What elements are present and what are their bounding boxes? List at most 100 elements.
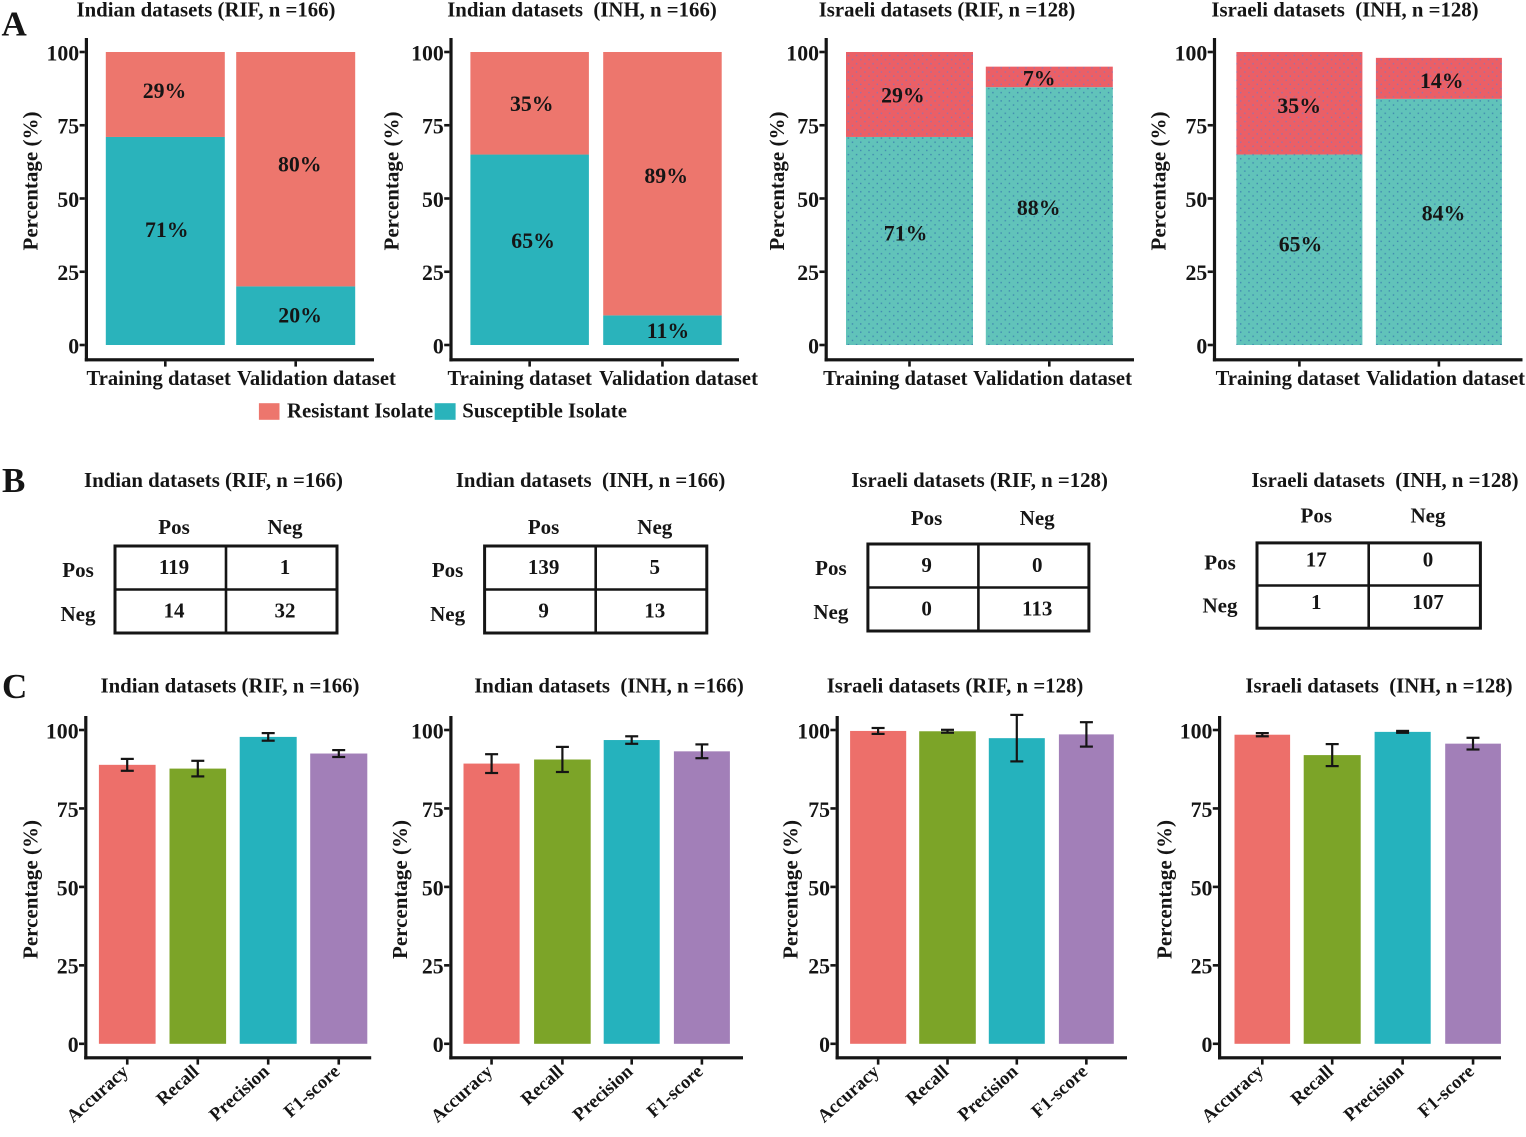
svg-text:B: B xyxy=(2,461,25,500)
svg-text:35%: 35% xyxy=(1277,94,1321,118)
svg-text:Pos: Pos xyxy=(1204,551,1236,575)
svg-text:25: 25 xyxy=(1191,955,1213,979)
svg-text:139: 139 xyxy=(528,555,560,579)
svg-text:Percentage (%): Percentage (%) xyxy=(1153,820,1177,959)
svg-text:Israeli datasets (RIF, n =128): Israeli datasets (RIF, n =128) xyxy=(819,0,1076,21)
svg-text:25: 25 xyxy=(57,261,79,285)
svg-text:0: 0 xyxy=(433,334,444,358)
svg-text:100: 100 xyxy=(1180,719,1213,743)
svg-text:Training dataset: Training dataset xyxy=(823,368,967,390)
svg-text:100: 100 xyxy=(411,719,444,743)
svg-text:0: 0 xyxy=(1032,553,1043,577)
svg-text:9: 9 xyxy=(921,553,932,577)
svg-text:Israeli datasets (RIF, n =128): Israeli datasets (RIF, n =128) xyxy=(851,469,1108,492)
svg-text:14%: 14% xyxy=(1420,69,1464,93)
svg-text:0: 0 xyxy=(68,1033,79,1057)
svg-text:25: 25 xyxy=(808,955,830,979)
svg-text:Neg: Neg xyxy=(1020,506,1055,530)
svg-text:50: 50 xyxy=(57,188,79,212)
svg-text:50: 50 xyxy=(1186,188,1208,212)
svg-text:Pos: Pos xyxy=(432,558,464,582)
svg-text:A: A xyxy=(2,5,28,44)
svg-text:Percentage (%): Percentage (%) xyxy=(388,820,412,959)
svg-text:Percentage (%): Percentage (%) xyxy=(765,112,789,251)
svg-text:75: 75 xyxy=(422,798,444,822)
svg-text:25: 25 xyxy=(57,955,79,979)
svg-text:25: 25 xyxy=(1186,261,1208,285)
svg-text:Indian datasets (INH, n =166): Indian datasets (INH, n =166) xyxy=(456,469,726,492)
svg-text:Pos: Pos xyxy=(62,558,94,582)
svg-text:75: 75 xyxy=(808,798,830,822)
svg-text:119: 119 xyxy=(159,555,189,579)
svg-text:11%: 11% xyxy=(647,319,689,343)
svg-text:25: 25 xyxy=(422,955,444,979)
svg-text:65%: 65% xyxy=(1279,233,1323,257)
svg-text:0: 0 xyxy=(68,334,79,358)
svg-text:107: 107 xyxy=(1412,590,1444,614)
svg-text:0: 0 xyxy=(1201,1033,1212,1057)
svg-text:75: 75 xyxy=(1186,115,1208,139)
svg-text:20%: 20% xyxy=(278,304,322,328)
svg-text:Training dataset: Training dataset xyxy=(87,368,231,390)
svg-text:0: 0 xyxy=(1423,548,1434,572)
svg-text:Indian datasets (RIF, n =166): Indian datasets (RIF, n =166) xyxy=(84,469,343,492)
svg-text:17: 17 xyxy=(1306,548,1327,572)
svg-text:Neg: Neg xyxy=(637,515,672,539)
svg-text:1: 1 xyxy=(280,555,291,579)
svg-text:5: 5 xyxy=(650,555,661,579)
svg-text:7%: 7% xyxy=(1023,67,1056,91)
svg-text:25: 25 xyxy=(797,261,819,285)
svg-text:Israeli datasets (RIF, n =128): Israeli datasets (RIF, n =128) xyxy=(827,675,1084,698)
svg-text:80%: 80% xyxy=(278,153,322,177)
svg-text:50: 50 xyxy=(797,188,819,212)
svg-text:35%: 35% xyxy=(510,92,554,116)
svg-text:Pos: Pos xyxy=(911,506,943,530)
svg-text:Percentage (%): Percentage (%) xyxy=(18,820,42,959)
svg-text:Israeli datasets (INH, n =128: Israeli datasets (INH, n =128) xyxy=(1211,0,1478,21)
svg-text:29%: 29% xyxy=(881,84,925,108)
svg-text:Validation dataset: Validation dataset xyxy=(1366,368,1525,390)
svg-text:Pos: Pos xyxy=(1301,504,1333,528)
svg-text:Indian datasets (RIF, n =166): Indian datasets (RIF, n =166) xyxy=(101,675,360,698)
svg-text:Neg: Neg xyxy=(61,602,96,626)
svg-text:Validation dataset: Validation dataset xyxy=(237,368,396,390)
svg-text:Susceptible Isolate: Susceptible Isolate xyxy=(462,400,627,423)
svg-text:0: 0 xyxy=(433,1033,444,1057)
svg-text:113: 113 xyxy=(1022,597,1052,621)
svg-text:0: 0 xyxy=(921,597,932,621)
svg-text:88%: 88% xyxy=(1017,196,1061,220)
svg-text:Israeli datasets (INH, n =128: Israeli datasets (INH, n =128) xyxy=(1245,675,1512,698)
svg-text:32: 32 xyxy=(275,599,296,623)
svg-text:Percentage (%): Percentage (%) xyxy=(380,112,404,251)
svg-text:C: C xyxy=(2,667,27,706)
svg-text:Pos: Pos xyxy=(528,515,560,539)
svg-text:100: 100 xyxy=(46,719,79,743)
svg-text:71%: 71% xyxy=(884,222,928,246)
svg-text:Indian datasets (INH, n =166): Indian datasets (INH, n =166) xyxy=(447,0,717,21)
svg-text:14: 14 xyxy=(164,599,186,623)
svg-text:65%: 65% xyxy=(511,229,555,253)
svg-text:Israeli datasets (INH, n =128: Israeli datasets (INH, n =128) xyxy=(1251,469,1518,492)
svg-text:Pos: Pos xyxy=(158,515,190,539)
svg-text:Pos: Pos xyxy=(815,556,847,580)
svg-text:Percentage (%): Percentage (%) xyxy=(18,112,42,251)
svg-text:50: 50 xyxy=(422,188,444,212)
svg-text:Validation dataset: Validation dataset xyxy=(599,368,758,390)
svg-text:9: 9 xyxy=(538,599,549,623)
svg-text:75: 75 xyxy=(57,798,79,822)
svg-text:0: 0 xyxy=(808,334,819,358)
svg-text:Indian datasets (RIF, n =166): Indian datasets (RIF, n =166) xyxy=(77,0,336,21)
svg-text:89%: 89% xyxy=(644,164,688,188)
svg-text:0: 0 xyxy=(1196,334,1207,358)
svg-text:50: 50 xyxy=(57,876,79,900)
svg-text:Indian datasets (INH, n =166): Indian datasets (INH, n =166) xyxy=(474,675,744,698)
svg-text:Validation dataset: Validation dataset xyxy=(973,368,1132,390)
svg-text:Training dataset: Training dataset xyxy=(1216,368,1360,390)
svg-text:50: 50 xyxy=(422,876,444,900)
svg-text:84%: 84% xyxy=(1422,202,1466,226)
svg-text:100: 100 xyxy=(797,719,830,743)
svg-text:Neg: Neg xyxy=(268,515,303,539)
svg-text:13: 13 xyxy=(644,599,665,623)
svg-text:Neg: Neg xyxy=(1411,504,1446,528)
svg-text:50: 50 xyxy=(1191,876,1213,900)
